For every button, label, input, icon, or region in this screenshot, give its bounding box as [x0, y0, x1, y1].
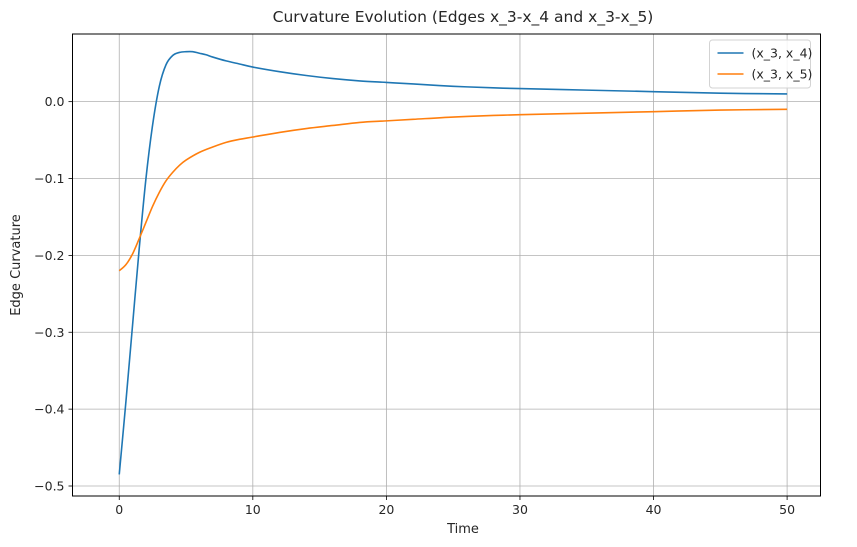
y-tick-label: −0.4	[34, 402, 64, 417]
axis-ticks: 0 10 20 30 40 50 −0.5 −0.4 −0.3 −0.2 −0.1 0.0	[34, 94, 795, 517]
plot-frame	[72, 33, 821, 497]
series-line-2	[118, 108, 788, 272]
x-tick-label: 10	[245, 502, 261, 517]
legend: (x_3, x_4) (x_3, x_5)	[709, 39, 813, 89]
y-tick-label: −0.1	[34, 171, 64, 186]
grid	[72, 34, 821, 496]
chart-title: Curvature Evolution (Edges x_3-x_4 and x…	[273, 8, 654, 27]
y-tick-label: −0.3	[34, 325, 64, 340]
x-tick-label: 0	[115, 502, 123, 517]
plot-area	[118, 50, 788, 475]
legend-box	[709, 39, 811, 89]
x-tick-label: 20	[378, 502, 394, 517]
legend-label-1: (x_3, x_4)	[752, 46, 813, 61]
y-tick-label: −0.2	[34, 248, 64, 263]
legend-label-2: (x_3, x_5)	[752, 67, 813, 82]
x-tick-label: 40	[646, 502, 662, 517]
y-axis-label: Edge Curvature	[9, 214, 24, 316]
y-tick-label: 0.0	[45, 94, 65, 109]
series-line-1	[118, 50, 788, 475]
x-tick-label: 50	[779, 502, 795, 517]
x-tick-label: 30	[512, 502, 528, 517]
x-axis-label: Time	[446, 522, 479, 537]
y-tick-label: −0.5	[34, 479, 64, 494]
